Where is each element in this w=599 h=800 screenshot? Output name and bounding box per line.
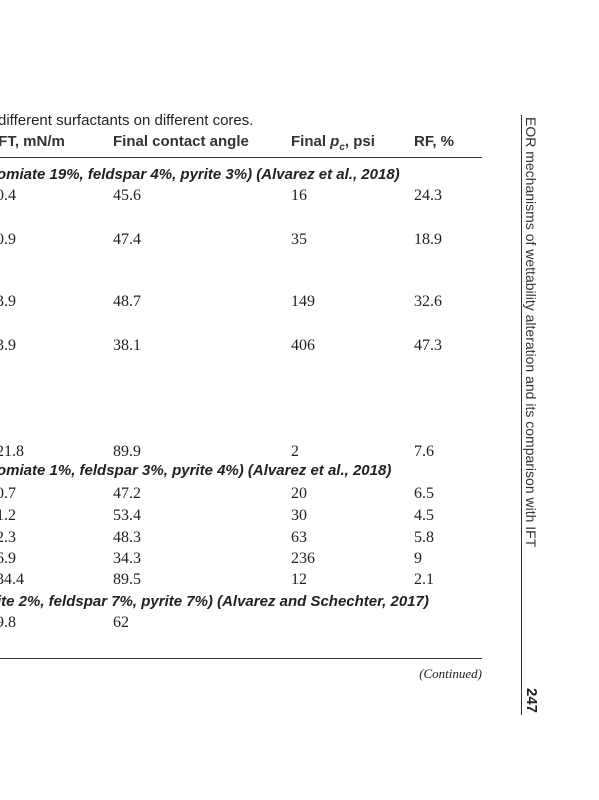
table-cell: 34.4	[0, 571, 24, 588]
table-cell: 35	[291, 231, 307, 248]
table-cell: 30	[291, 507, 307, 524]
table-cell: 2	[291, 443, 299, 460]
table-cell: 47.2	[113, 485, 141, 502]
table-cell: 9.8	[0, 614, 16, 631]
group-title: omiate 19%, feldspar 4%, pyrite 3%) (Alv…	[0, 166, 400, 183]
table-cell: 48.3	[113, 529, 141, 546]
table-cell: 3.9	[0, 337, 16, 354]
column-header: Final pc, psi	[291, 134, 375, 153]
continued-note: (Continued)	[419, 666, 482, 681]
table-cell: 1.2	[0, 507, 16, 524]
table-cell: 2.1	[414, 571, 434, 588]
header-rule	[0, 157, 482, 158]
column-header: RF, %	[414, 133, 455, 150]
table-cell: 34.3	[113, 550, 141, 567]
running-head: EOR mechanisms of wettability alteration…	[523, 117, 539, 548]
column-header: IFT, mN/m	[0, 133, 65, 150]
table-cell: 62	[113, 614, 129, 631]
header-part: c	[339, 142, 345, 153]
header-part: p	[330, 133, 340, 150]
table-cell: 21.8	[0, 443, 24, 460]
table-cell: 38.1	[113, 337, 141, 354]
table-cell: 0.9	[0, 231, 16, 248]
table-cell: 0.4	[0, 187, 16, 204]
table-cell: 4.5	[414, 507, 434, 524]
table-cell: 236	[291, 550, 315, 567]
table-cell: 63	[291, 529, 307, 546]
table-cell: 7.6	[414, 443, 434, 460]
table-cell: 24.3	[414, 187, 442, 204]
table-cell: 149	[291, 293, 315, 310]
page-number: 247	[523, 688, 540, 714]
table-cell: 2.3	[0, 529, 16, 546]
table-cell: 0.7	[0, 485, 16, 502]
table-cell: 9	[414, 550, 422, 567]
table-cell: 53.4	[113, 507, 141, 524]
header-part: , psi	[344, 133, 375, 150]
table-cell: 89.9	[113, 443, 141, 460]
table-cell: 3.9	[0, 293, 16, 310]
table-cell: 12	[291, 571, 307, 588]
table-cell: 6.5	[414, 485, 434, 502]
table-caption: different surfactants on different cores…	[0, 112, 254, 129]
side-rule	[521, 115, 522, 715]
table-cell: 18.9	[414, 231, 442, 248]
group-title: ite 2%, feldspar 7%, pyrite 7%) (Alvarez…	[0, 593, 429, 610]
bottom-rule	[0, 658, 482, 659]
column-header: Final contact angle	[113, 133, 249, 150]
table-cell: 20	[291, 485, 307, 502]
header-part: Final	[291, 133, 331, 150]
table-cell: 47.3	[414, 337, 442, 354]
group-title: omiate 1%, feldspar 3%, pyrite 4%) (Alva…	[0, 462, 392, 479]
table-cell: 45.6	[113, 187, 141, 204]
table-cell: 47.4	[113, 231, 141, 248]
table-cell: 32.6	[414, 293, 442, 310]
table-cell: 48.7	[113, 293, 141, 310]
table-cell: 5.8	[414, 529, 434, 546]
table-cell: 16	[291, 187, 307, 204]
table-cell: 406	[291, 337, 315, 354]
table-cell: 89.5	[113, 571, 141, 588]
table-cell: 6.9	[0, 550, 16, 567]
